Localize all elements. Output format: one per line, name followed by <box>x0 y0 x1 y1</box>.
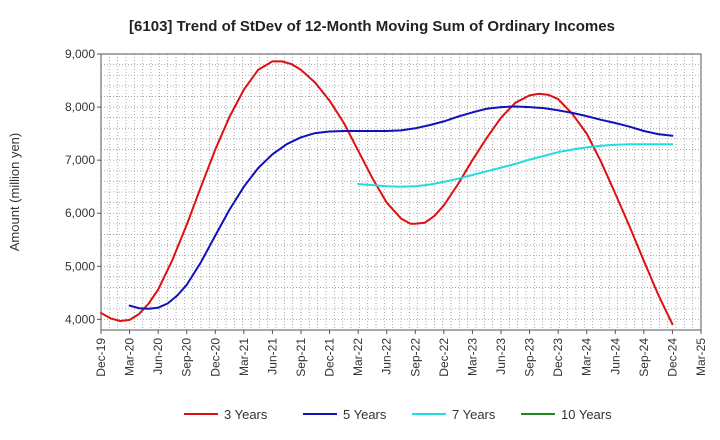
y-axis-label: Amount (million yen) <box>7 133 22 252</box>
x-tick-label: Sep-21 <box>294 338 308 377</box>
x-tick-label: Jun-22 <box>380 338 394 375</box>
x-tick-label: Dec-20 <box>208 338 222 377</box>
x-tick-label: Sep-22 <box>408 338 422 377</box>
y-tick-label: 7,000 <box>65 153 95 167</box>
series-line-7-years <box>357 143 674 188</box>
x-tick-label: Dec-24 <box>665 338 679 377</box>
y-tick-label: 9,000 <box>65 47 95 61</box>
x-tick-label: Jun-23 <box>494 338 508 375</box>
legend-label: 10 Years <box>561 407 612 422</box>
x-tick-label: Mar-24 <box>580 338 594 376</box>
x-tick-label: Mar-21 <box>237 338 251 376</box>
series-line-5-years <box>128 105 674 310</box>
y-tick-label: 4,000 <box>65 312 95 326</box>
x-tick-label: Dec-19 <box>94 338 108 377</box>
x-tick-label: Jun-21 <box>265 338 279 375</box>
x-tick-label: Jun-20 <box>151 338 165 375</box>
chart-title: [6103] Trend of StDev of 12-Month Moving… <box>129 18 615 35</box>
x-tick-label: Sep-23 <box>523 338 537 377</box>
y-tick-label: 8,000 <box>65 100 95 114</box>
x-tick-label: Dec-22 <box>437 338 451 377</box>
legend-label: 3 Years <box>224 407 268 422</box>
plot-frame <box>100 53 702 331</box>
y-tick-label: 5,000 <box>65 259 95 273</box>
y-axis: 4,000 5,000 6,000 7,000 8,000 9,000 <box>65 47 101 326</box>
grid <box>101 54 701 330</box>
series-lines <box>100 60 674 326</box>
x-tick-label: Dec-23 <box>551 338 565 377</box>
legend-label: 7 Years <box>452 407 496 422</box>
legend: 3 Years 5 Years 7 Years 10 Years <box>184 407 612 422</box>
x-tick-label: Sep-24 <box>637 338 651 377</box>
legend-label: 5 Years <box>343 407 387 422</box>
series-line-3-years <box>100 60 674 326</box>
x-tick-label: Mar-23 <box>465 338 479 376</box>
x-tick-label: Sep-20 <box>180 338 194 377</box>
y-tick-label: 6,000 <box>65 206 95 220</box>
x-tick-label: Dec-21 <box>323 338 337 377</box>
x-tick-label: Mar-25 <box>694 338 708 376</box>
x-axis: Dec-19 Mar-20 Jun-20 Sep-20 Dec-20 Mar-21 Jun-… <box>94 330 708 377</box>
x-tick-label: Jun-24 <box>608 338 622 375</box>
x-tick-label: Mar-20 <box>123 338 137 376</box>
x-tick-label: Mar-22 <box>351 338 365 376</box>
